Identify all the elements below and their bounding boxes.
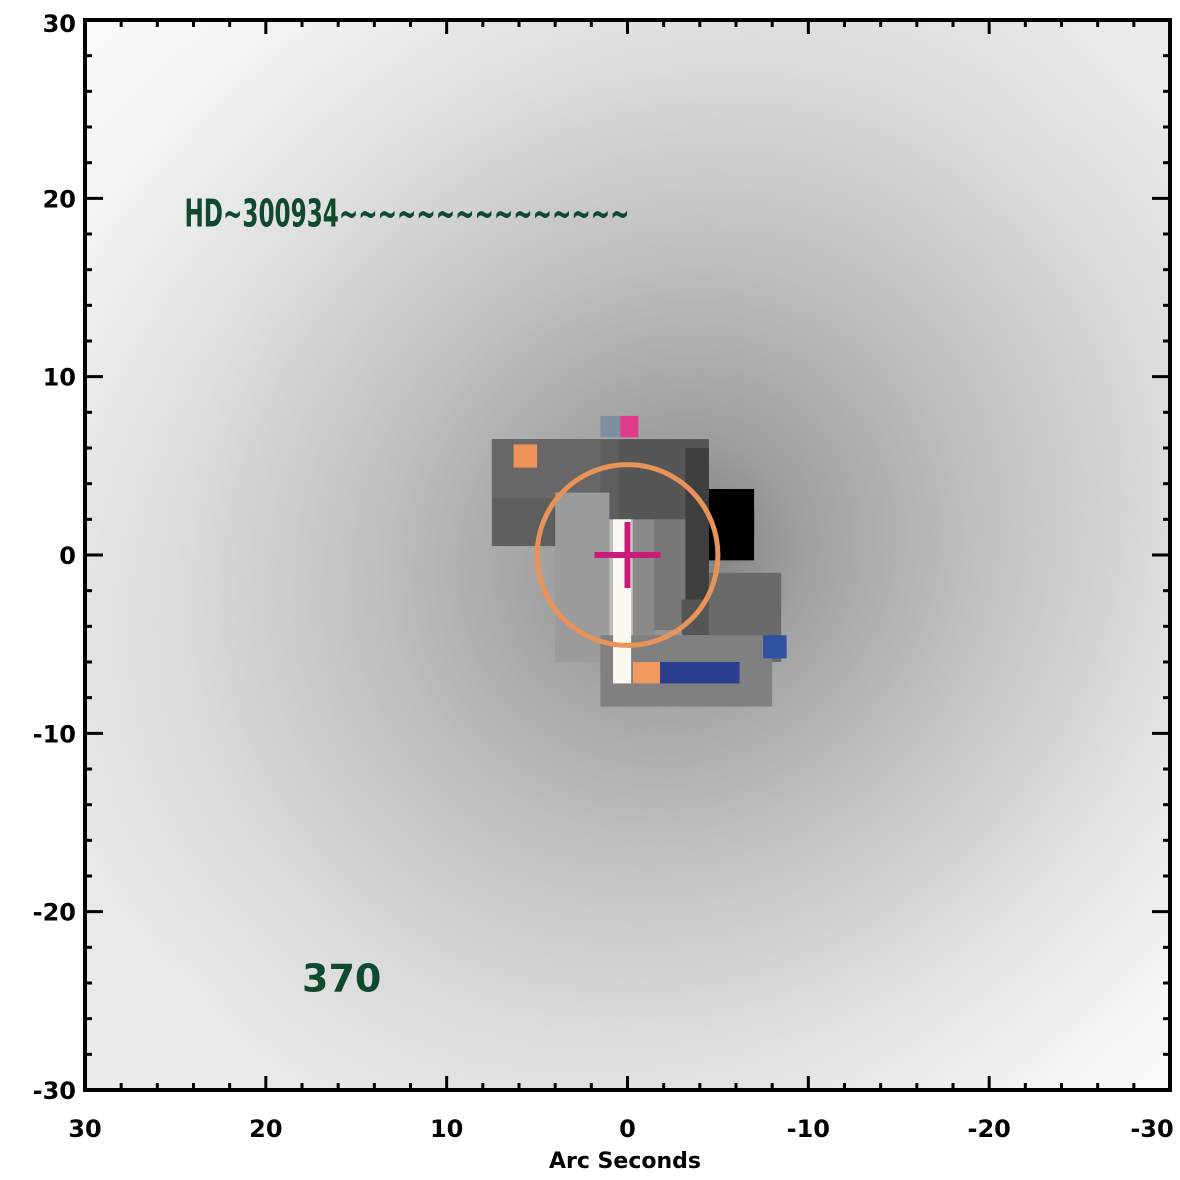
- image-blocks: [491, 415, 787, 707]
- y-tick-label: 30: [43, 10, 76, 38]
- image-block-12: [745, 510, 755, 538]
- image-layer: [85, 20, 1170, 1090]
- x-tick-label: 30: [68, 1115, 101, 1143]
- image-block-7: [654, 519, 686, 630]
- x-axis-title: Arc Seconds: [549, 1149, 701, 1174]
- y-tick-label: 0: [59, 542, 76, 570]
- annotation-star-name: HD~300934~~~~~~~~~~~~~~~: [184, 192, 629, 236]
- y-tick-label: 20: [43, 185, 76, 213]
- y-tick-label: 10: [43, 364, 76, 392]
- annotation-number: 370: [302, 957, 381, 1001]
- x-tick-label: 10: [430, 1115, 463, 1143]
- image-block-15: [620, 415, 639, 438]
- y-tick-label: -30: [33, 1077, 76, 1105]
- image-block-19: [763, 635, 787, 659]
- x-tick-label: 0: [619, 1115, 636, 1143]
- axis-ticks: [83, 18, 1172, 1092]
- x-tick-label: 20: [249, 1115, 282, 1143]
- x-tick-label: -30: [1130, 1115, 1173, 1143]
- image-block-18: [660, 662, 740, 684]
- x-tick-label: -20: [967, 1115, 1010, 1143]
- y-tick-label: -20: [33, 899, 76, 927]
- image-block-17: [632, 662, 661, 684]
- y-tick-label: -10: [33, 720, 76, 748]
- tick-labels: 30 20 10 0 -10 -20 -30 30 20 10 0 -10 -20 -30: [33, 10, 1174, 1143]
- image-block-1: [491, 439, 601, 498]
- cross-marker: [594, 522, 661, 588]
- image-block-16: [513, 444, 538, 468]
- x-tick-label: -10: [787, 1115, 830, 1143]
- target-circle: [534, 462, 721, 648]
